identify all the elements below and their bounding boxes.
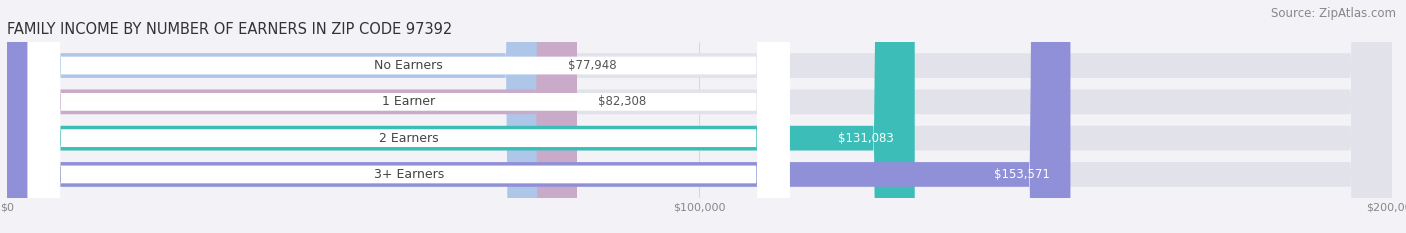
FancyBboxPatch shape: [7, 0, 1392, 233]
FancyBboxPatch shape: [7, 0, 1392, 233]
Text: 2 Earners: 2 Earners: [378, 132, 439, 145]
Text: $131,083: $131,083: [838, 132, 894, 145]
FancyBboxPatch shape: [7, 0, 1392, 233]
Text: $82,308: $82,308: [598, 95, 645, 108]
FancyBboxPatch shape: [28, 0, 790, 233]
Text: Source: ZipAtlas.com: Source: ZipAtlas.com: [1271, 7, 1396, 20]
FancyBboxPatch shape: [7, 0, 915, 233]
Text: $77,948: $77,948: [568, 59, 616, 72]
FancyBboxPatch shape: [28, 0, 790, 233]
Text: 3+ Earners: 3+ Earners: [374, 168, 444, 181]
FancyBboxPatch shape: [28, 0, 790, 233]
Text: FAMILY INCOME BY NUMBER OF EARNERS IN ZIP CODE 97392: FAMILY INCOME BY NUMBER OF EARNERS IN ZI…: [7, 22, 453, 37]
FancyBboxPatch shape: [7, 0, 1392, 233]
Text: $153,571: $153,571: [994, 168, 1050, 181]
FancyBboxPatch shape: [28, 0, 790, 233]
Text: No Earners: No Earners: [374, 59, 443, 72]
Text: 1 Earner: 1 Earner: [382, 95, 436, 108]
FancyBboxPatch shape: [7, 0, 547, 233]
FancyBboxPatch shape: [7, 0, 576, 233]
FancyBboxPatch shape: [7, 0, 1070, 233]
